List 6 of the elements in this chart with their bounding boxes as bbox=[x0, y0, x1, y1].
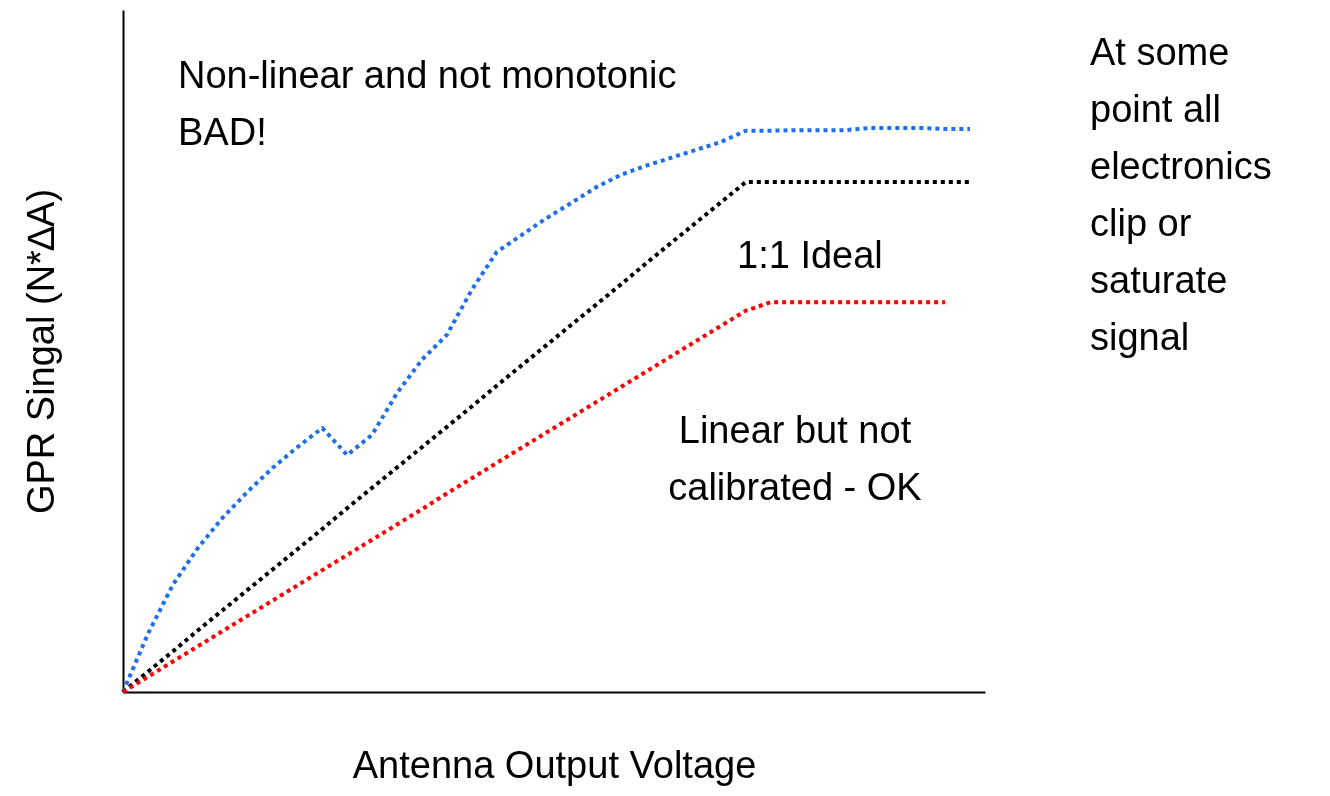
y-axis-title: GPR Singal (N*∆A) bbox=[19, 188, 62, 515]
x-axis-title: Antenna Output Voltage bbox=[352, 743, 757, 786]
annotation: 1:1 Ideal bbox=[737, 234, 883, 276]
annotation: Linear but not calibrated - OK bbox=[668, 409, 922, 508]
annotation: Non-linear and not monotonic BAD! bbox=[178, 54, 677, 153]
text: At some point all electronics clip or saturate signal bbox=[1090, 31, 1272, 358]
